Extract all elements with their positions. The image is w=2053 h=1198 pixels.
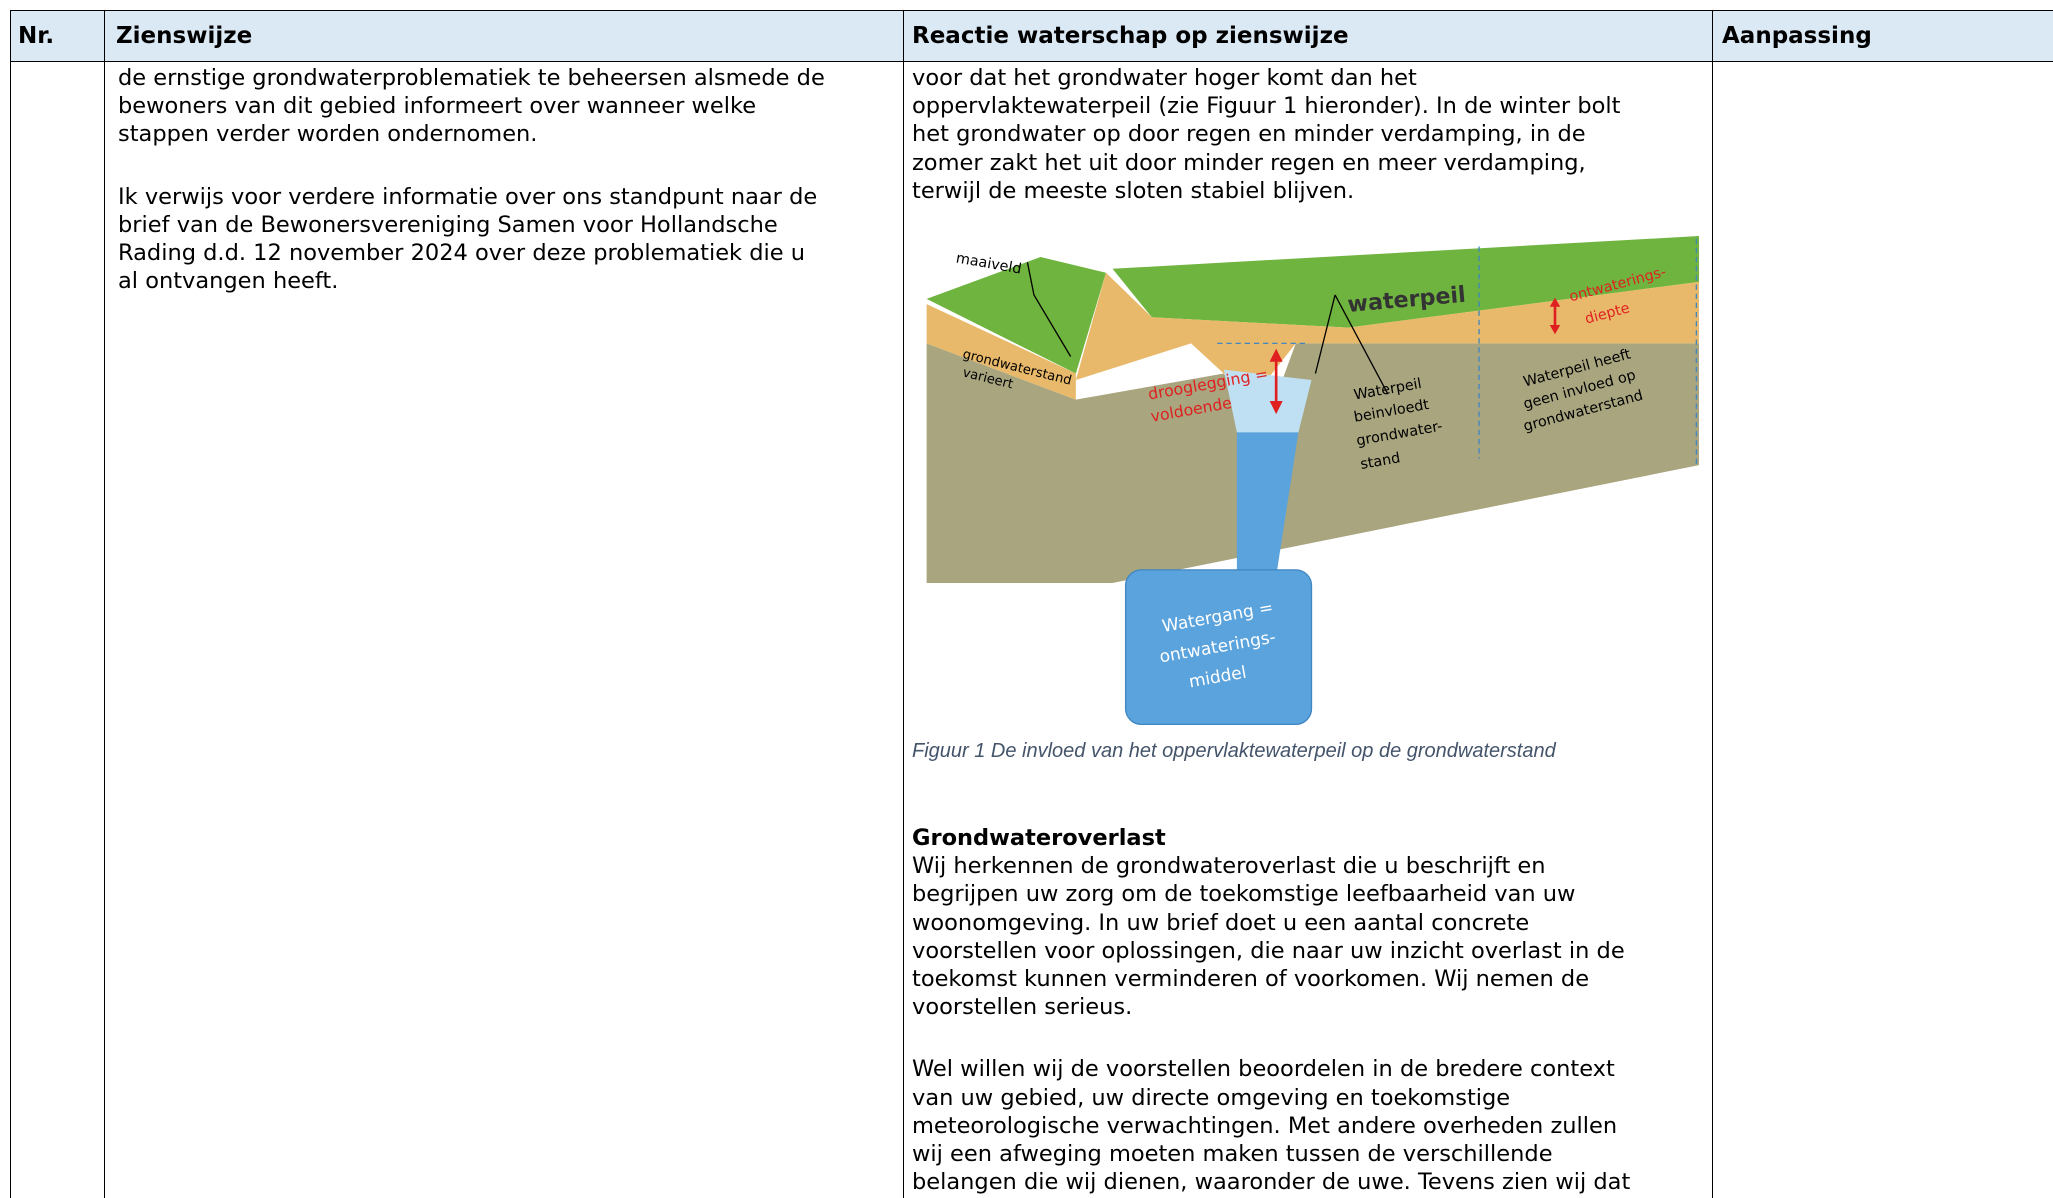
figure-caption: Figuur 1 De invloed van het oppervlaktew… — [912, 740, 1556, 762]
text-line: toekomst kunnen verminderen of voorkomen… — [912, 966, 1590, 993]
figure: maaiveld grondwaterstand varieert droogl… — [926, 236, 1699, 725]
paragraph: de ernstige grondwaterproblematiek te be… — [118, 64, 825, 149]
column-header: Reactie waterschap op zienswijze — [912, 23, 1349, 49]
arrowhead — [1269, 348, 1283, 362]
text-line: zomer zakt het uit door minder regen en … — [912, 149, 1586, 176]
column-border — [10, 10, 11, 1198]
text-line: bewoners van dit gebied informeert over … — [118, 93, 757, 120]
text-line: Wij herkennen de grondwateroverlast die … — [912, 853, 1546, 880]
column-border — [104, 10, 105, 1198]
arrowhead — [1549, 297, 1561, 307]
topsoil — [1075, 272, 1699, 394]
paragraph: Wij herkennen de grondwateroverlast die … — [912, 852, 1630, 1021]
reactie-intro: voor dat het grondwater hoger komt dan h… — [912, 64, 1620, 205]
text-line: voor dat het grondwater hoger komt dan h… — [912, 65, 1417, 91]
text-line: het grondwater op door regen en minder v… — [912, 121, 1586, 148]
text-line: brief van de Bewonersvereniging Samen vo… — [118, 211, 778, 238]
paragraph: Wel willen wij de voorstellen beoordelen… — [912, 1055, 1630, 1196]
callout-pointer — [1236, 432, 1299, 577]
arrowhead — [1549, 325, 1561, 335]
text-line: meteorologische verwachtingen. Met ander… — [912, 1112, 1618, 1139]
text-line: voorstellen serieus. — [912, 994, 1133, 1021]
grass — [926, 256, 1106, 374]
text-line: Wel willen wij de voorstellen beoordelen… — [912, 1056, 1615, 1083]
figure-label: stand — [1359, 450, 1401, 473]
topsoil — [926, 304, 1076, 400]
text-line: Ik verwijs voor verdere informatie over … — [118, 183, 818, 210]
text-line: wij een afweging moeten maken tussen de … — [912, 1141, 1553, 1168]
pointer — [1334, 294, 1389, 394]
text-line: van uw gebied, uw directe omgeving en to… — [912, 1084, 1511, 1111]
zienswijze-text: de ernstige grondwaterproblematiek te be… — [118, 64, 825, 329]
column-header: Zienswijze — [116, 23, 253, 49]
column-border — [903, 10, 904, 1198]
pointer — [1314, 294, 1336, 374]
text-line: oppervlaktewaterpeil (zie Figuur 1 hiero… — [912, 93, 1621, 120]
column-header: Nr. — [18, 23, 55, 49]
column-border — [1712, 10, 1713, 1198]
text-line: begrijpen uw zorg om de toekomstige leef… — [912, 881, 1576, 908]
grass — [1112, 236, 1699, 328]
figure-label: maaiveld — [955, 250, 1023, 277]
reactie-section: Grondwateroverlast Wij herkennen de gron… — [912, 824, 1630, 1198]
pointer — [1026, 262, 1035, 296]
text-line: de ernstige grondwaterproblematiek te be… — [118, 65, 825, 91]
pointer — [1033, 294, 1072, 357]
arrowhead — [1269, 400, 1283, 415]
text-line: voorstellen voor oplossingen, die naar u… — [912, 937, 1625, 964]
column-header: Aanpassing — [1722, 23, 1872, 49]
paragraph: Ik verwijs voor verdere informatie over … — [118, 183, 825, 296]
text-line: belangen die wij dienen, waaronder de uw… — [912, 1169, 1631, 1196]
text-line: al ontvangen heeft. — [118, 268, 339, 295]
text-line: stappen verder worden ondernomen. — [118, 121, 538, 148]
text-line: Rading d.d. 12 november 2024 over deze p… — [118, 240, 806, 267]
soil — [926, 343, 1699, 583]
callout — [1124, 569, 1313, 725]
text-line: terwijl de meeste sloten stabiel blijven… — [912, 177, 1355, 204]
section-heading: Grondwateroverlast — [912, 825, 1166, 851]
text-line: woonomgeving. In uw brief doet u een aan… — [912, 909, 1530, 936]
